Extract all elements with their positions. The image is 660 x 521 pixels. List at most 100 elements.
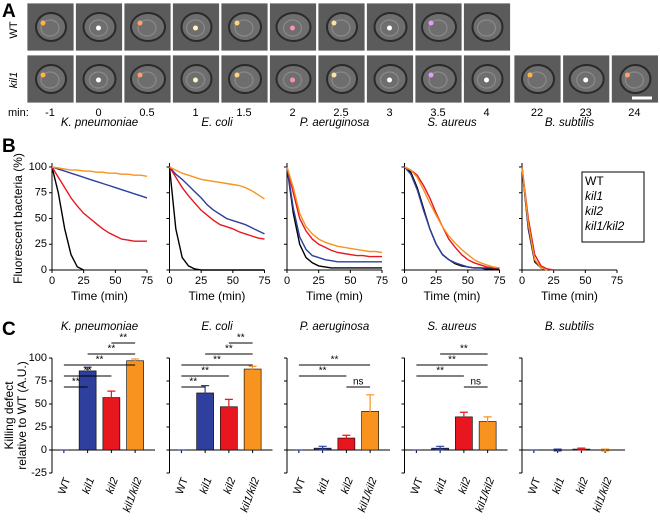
chart-title: S. aureus bbox=[427, 321, 476, 333]
error-bar bbox=[248, 365, 257, 373]
y-tick-label: 0 bbox=[41, 264, 47, 276]
significance-label: ** bbox=[84, 366, 92, 377]
time-tick-label: 22 bbox=[531, 107, 543, 119]
fluorescent-spot bbox=[96, 77, 101, 83]
significance-label: ns bbox=[353, 377, 364, 388]
error-bar bbox=[201, 385, 210, 401]
x-tick-label: kil1 bbox=[550, 476, 567, 496]
error-bar bbox=[224, 398, 233, 415]
cell-inner bbox=[282, 71, 303, 89]
x-tick-label: 0 bbox=[166, 275, 172, 287]
y-axis-label: Killing defect bbox=[2, 381, 16, 450]
time-tick-label: 2 bbox=[289, 107, 295, 119]
legend-box bbox=[581, 171, 645, 243]
x-tick-label: 50 bbox=[227, 275, 239, 287]
significance-label: ** bbox=[436, 366, 444, 377]
x-tick-label: 50 bbox=[344, 275, 356, 287]
x-tick-label: 25 bbox=[195, 275, 207, 287]
x-axis-label: Time (min) bbox=[71, 289, 128, 303]
y-tick-label: 25 bbox=[35, 238, 47, 250]
cell-inner bbox=[234, 19, 254, 37]
x-tick-label: 75 bbox=[493, 275, 505, 287]
x-tick-label: kil2 bbox=[104, 476, 121, 496]
fluorescent-spot bbox=[290, 77, 295, 83]
significance-label: ** bbox=[331, 355, 339, 366]
x-tick-label: kil1/kil2 bbox=[474, 476, 498, 514]
fluorescent-spot bbox=[193, 77, 198, 83]
time-tick-label: 0.5 bbox=[139, 107, 154, 119]
x-tick-label: kil1/kil2 bbox=[356, 476, 380, 514]
survival-curve bbox=[286, 166, 382, 269]
time-tick-label: -1 bbox=[45, 107, 55, 119]
cell-inner bbox=[282, 19, 303, 37]
error-bar bbox=[553, 448, 562, 452]
time-tick-label: 0 bbox=[95, 107, 101, 119]
time-tick-label: 1.5 bbox=[236, 107, 251, 119]
x-tick-label: WT bbox=[174, 476, 191, 496]
error-bar bbox=[131, 358, 140, 364]
cell-inner bbox=[428, 71, 448, 89]
y-tick-label: 50 bbox=[35, 398, 47, 410]
bar bbox=[102, 397, 121, 451]
chart-title: K. pneumoniae bbox=[61, 321, 138, 333]
fluorescent-spot bbox=[40, 72, 46, 78]
bar bbox=[78, 370, 97, 451]
x-tick-label: kil1 bbox=[315, 476, 332, 496]
significance-label: ** bbox=[319, 366, 327, 377]
x-tick-label: 25 bbox=[548, 275, 560, 287]
error-bar bbox=[577, 447, 586, 451]
error-bar bbox=[601, 448, 610, 452]
survival-curve bbox=[286, 166, 382, 258]
chart-title: P. aeruginosa bbox=[300, 321, 369, 333]
x-tick-label: 75 bbox=[141, 275, 153, 287]
survival-curve bbox=[286, 166, 383, 254]
significance-label: ** bbox=[460, 344, 468, 355]
fluorescent-spot bbox=[624, 72, 630, 78]
x-tick-label: kil1/kil2 bbox=[121, 476, 145, 514]
fluorescent-spot bbox=[583, 77, 589, 83]
fluorescent-spot bbox=[331, 72, 337, 78]
survival-curve bbox=[51, 166, 148, 177]
cell-inner bbox=[40, 71, 60, 89]
cell-inner bbox=[137, 19, 157, 37]
cell-outline bbox=[228, 64, 262, 94]
significance-label: ** bbox=[225, 344, 233, 355]
cell-inner bbox=[331, 71, 351, 89]
fluorescent-spot bbox=[428, 20, 434, 26]
cell-inner bbox=[379, 19, 400, 37]
time-tick-label: 4 bbox=[483, 107, 489, 119]
cell-inner bbox=[234, 71, 254, 89]
cell-outline bbox=[421, 12, 457, 42]
fluorescent-spot bbox=[137, 20, 143, 26]
fluorescent-spot bbox=[96, 25, 101, 31]
fluorescent-spot bbox=[137, 72, 143, 78]
y-axis-label: Fluorescent bacteria (%) bbox=[11, 153, 25, 284]
fluorescent-spot bbox=[290, 25, 295, 31]
survival-curve bbox=[521, 166, 548, 271]
x-tick-label: 75 bbox=[376, 275, 388, 287]
x-axis-label: Time (min) bbox=[189, 289, 246, 303]
cell-outline bbox=[521, 64, 555, 94]
x-tick-label: 25 bbox=[430, 275, 442, 287]
bar bbox=[126, 360, 144, 451]
significance-label: ** bbox=[119, 333, 127, 344]
legend-entry: kil1 bbox=[585, 189, 603, 203]
x-tick-label: 75 bbox=[611, 275, 623, 287]
chart-title: S. aureus bbox=[427, 117, 476, 129]
fluorescent-spot bbox=[331, 20, 337, 26]
survival-curve bbox=[404, 166, 500, 270]
y-axis-label: relative to WT (A.U.) bbox=[15, 361, 29, 469]
time-tick-label: 1 bbox=[192, 107, 198, 119]
significance-label: ** bbox=[72, 377, 80, 388]
cell-inner bbox=[476, 71, 497, 89]
cell-inner bbox=[88, 71, 109, 89]
x-tick-label: kil1/kil2 bbox=[591, 476, 615, 514]
x-tick-label: 0 bbox=[401, 275, 407, 287]
x-tick-label: kil2 bbox=[574, 476, 591, 496]
time-tick-label: 2.5 bbox=[333, 107, 348, 119]
error-bar bbox=[342, 434, 351, 442]
chart-title: B. subtilis bbox=[545, 117, 594, 129]
fluorescent-spot bbox=[484, 77, 489, 83]
time-tick-label: 24 bbox=[628, 107, 640, 119]
y-tick-label: 50 bbox=[35, 212, 47, 224]
